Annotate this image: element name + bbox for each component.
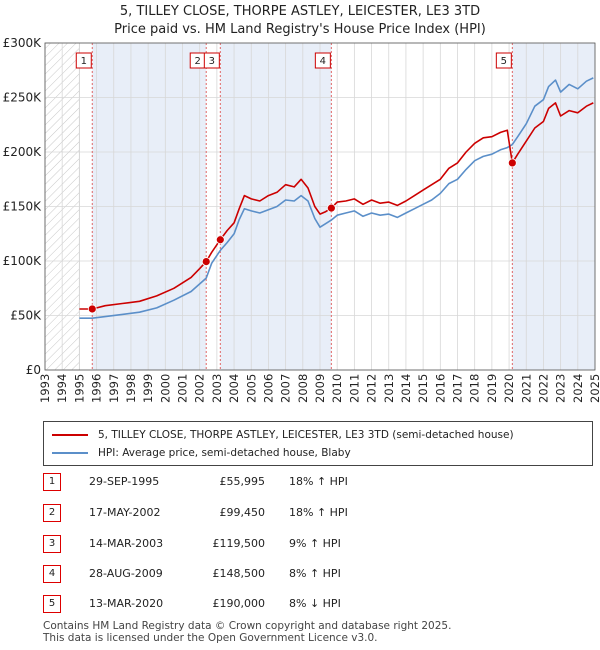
x-tick-label: 2025 (588, 374, 600, 403)
y-tick-label: £100K (3, 254, 43, 268)
y-tick-label: £200K (3, 145, 43, 159)
x-tick-label: 2007 (279, 374, 293, 403)
table-row: 4 28-AUG-2009 £148,500 8% ↑ HPI (43, 564, 443, 584)
sale-label: 4 (320, 56, 326, 67)
chart-title-block: 5, TILLEY CLOSE, THORPE ASTLEY, LEICESTE… (0, 3, 600, 39)
sale-number-badge: 5 (43, 595, 61, 613)
sale-point (215, 235, 225, 245)
sale-date: 14-MAR-2003 (89, 537, 164, 550)
legend-line-property (52, 434, 88, 436)
x-tick-label: 2014 (399, 374, 413, 403)
sale-label: 3 (209, 56, 215, 67)
table-row: 5 13-MAR-2020 £190,000 8% ↓ HPI (43, 594, 443, 614)
x-tick-label: 1995 (72, 374, 86, 403)
y-tick-label: £300K (3, 36, 43, 50)
x-tick-label: 2004 (227, 374, 241, 403)
sale-label-box (75, 52, 92, 69)
sale-date: 13-MAR-2020 (89, 597, 164, 610)
sale-point (87, 304, 97, 314)
sale-hpi-diff: 18% ↑ HPI (289, 475, 348, 488)
legend-label-property: 5, TILLEY CLOSE, THORPE ASTLEY, LEICESTE… (98, 429, 514, 441)
legend-item-property: 5, TILLEY CLOSE, THORPE ASTLEY, LEICESTE… (52, 426, 514, 444)
sale-number-badge: 4 (43, 565, 61, 583)
x-tick-label: 1993 (38, 374, 52, 403)
x-tick-label: 2022 (536, 374, 550, 403)
chart-legend: 5, TILLEY CLOSE, THORPE ASTLEY, LEICESTE… (43, 421, 593, 466)
footer-attribution: Contains HM Land Registry data © Crown c… (43, 620, 451, 644)
x-tick-label: 1997 (107, 374, 121, 403)
sale-price: £119,500 (212, 537, 266, 550)
x-tick-label: 2016 (433, 374, 447, 403)
table-row: 3 14-MAR-2003 £119,500 9% ↑ HPI (43, 534, 443, 554)
sale-hpi-diff: 8% ↑ HPI (289, 567, 341, 580)
sale-price: £148,500 (212, 567, 266, 580)
sale-hpi-diff: 9% ↑ HPI (289, 537, 341, 550)
x-tick-label: 2015 (416, 374, 430, 403)
x-tick-label: 2006 (261, 374, 275, 403)
x-tick-label: 2011 (347, 374, 361, 403)
x-tick-label: 1999 (141, 374, 155, 403)
x-tick-label: 2002 (193, 374, 207, 403)
hpi-line (79, 77, 594, 320)
sale-label-box (314, 52, 331, 69)
sale-label: 2 (195, 56, 201, 67)
x-tick-label: 2008 (296, 374, 310, 403)
series-lines (79, 77, 594, 320)
legend-label-hpi: HPI: Average price, semi-detached house,… (98, 447, 351, 459)
x-tick-label: 2013 (382, 374, 396, 403)
x-tick-label: 2005 (244, 374, 258, 403)
sale-date: 28-AUG-2009 (89, 567, 163, 580)
sale-label: 1 (81, 56, 87, 67)
x-tick-label: 2018 (468, 374, 482, 403)
sale-hpi-diff: 18% ↑ HPI (289, 506, 348, 519)
x-tick-label: 1996 (90, 374, 104, 403)
sale-number-badge: 3 (43, 535, 61, 553)
chart-subtitle: Price paid vs. HM Land Registry's House … (114, 22, 486, 37)
x-tick-label: 2020 (502, 374, 516, 403)
x-tick-label: 2010 (330, 374, 344, 403)
legend-line-hpi (52, 452, 88, 454)
sale-point (201, 257, 211, 266)
sale-label-box (203, 52, 220, 69)
x-tick-label: 1998 (124, 374, 138, 403)
x-tick-label: 2012 (365, 374, 379, 403)
y-tick-label: £150K (3, 200, 43, 214)
sale-point (326, 203, 336, 213)
x-tick-label: 1994 (55, 374, 69, 403)
sale-number-badge: 2 (43, 504, 61, 522)
x-tick-label: 2024 (571, 374, 585, 403)
y-tick-label: £250K (3, 91, 43, 105)
chart-title: 5, TILLEY CLOSE, THORPE ASTLEY, LEICESTE… (119, 4, 481, 19)
sale-number-badge: 1 (43, 473, 61, 491)
sale-date: 17-MAY-2002 (89, 506, 161, 519)
x-tick-label: 2021 (519, 374, 533, 403)
x-tick-label: 2019 (485, 374, 499, 403)
footer-line-2: This data is licensed under the Open Gov… (43, 632, 378, 644)
sale-label-box (495, 52, 512, 69)
x-tick-label: 2017 (451, 374, 465, 403)
plot-frame (44, 42, 596, 371)
property-price-line (79, 102, 594, 310)
x-tick-label: 2000 (158, 374, 172, 403)
y-tick-label: £50K (10, 309, 42, 323)
table-row: 2 17-MAY-2002 £99,450 18% ↑ HPI (43, 503, 443, 523)
sale-point (507, 158, 517, 168)
y-tick-label: £0 (26, 363, 41, 377)
table-row: 1 29-SEP-1995 £55,995 18% ↑ HPI (43, 472, 443, 492)
legend-item-hpi: HPI: Average price, semi-detached house,… (52, 444, 351, 462)
x-tick-label: 2009 (313, 374, 327, 403)
x-tick-label: 2001 (176, 374, 190, 403)
sale-label: 5 (501, 56, 507, 67)
x-tick-label: 2023 (554, 374, 568, 403)
sale-price: £190,000 (212, 597, 266, 610)
sale-price: £99,450 (219, 506, 266, 519)
sale-date: 29-SEP-1995 (89, 475, 160, 488)
sale-hpi-diff: 8% ↓ HPI (289, 597, 341, 610)
x-tick-label: 2003 (210, 374, 224, 403)
footer-line-1: Contains HM Land Registry data © Crown c… (43, 620, 452, 632)
sale-price: £55,995 (219, 475, 266, 488)
